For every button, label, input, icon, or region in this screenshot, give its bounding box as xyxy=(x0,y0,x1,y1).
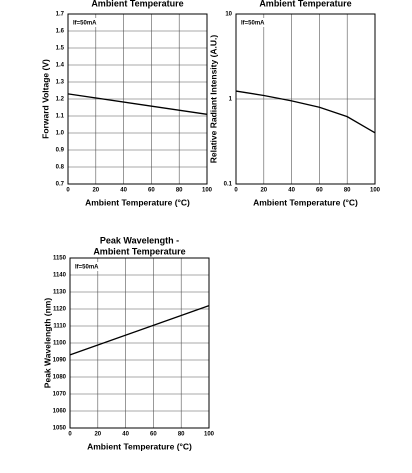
y-tick-label: 1.6 xyxy=(56,29,65,35)
y-tick-label: 1.2 xyxy=(56,97,65,103)
chart-title: Ambient Temperature xyxy=(91,0,183,8)
x-tick-label: 80 xyxy=(178,432,185,438)
annotation-bg xyxy=(71,18,101,27)
y-axis-label: Relative Radiant Intensity (A.U.) xyxy=(208,35,218,164)
x-tick-label: 40 xyxy=(120,188,127,194)
x-tick-label: 100 xyxy=(202,188,213,194)
y-tick-label: 10 xyxy=(225,12,232,18)
x-axis-label: Ambient Temperature (°C) xyxy=(253,197,358,207)
y-tick-label: 1130 xyxy=(53,290,67,296)
x-tick-label: 40 xyxy=(122,432,129,438)
data-line xyxy=(67,93,208,115)
y-tick-label: 0.8 xyxy=(56,165,65,171)
data-line xyxy=(69,304,210,356)
annotation-bg xyxy=(73,262,103,271)
x-tick-label: 0 xyxy=(234,188,238,194)
y-tick-label: 1.0 xyxy=(56,131,65,137)
plot-frame xyxy=(235,13,376,185)
y-tick-label: 1070 xyxy=(53,392,67,398)
x-tick-label: 60 xyxy=(316,188,323,194)
y-tick-label: 1080 xyxy=(53,375,67,381)
y-tick-label: 1120 xyxy=(53,307,67,313)
annotation: If=50mA xyxy=(75,265,99,271)
y-tick-label: 1060 xyxy=(53,409,67,415)
x-axis-label: Ambient Temperature (°C) xyxy=(87,441,192,451)
annotation: If=50mA xyxy=(241,21,265,27)
y-tick-label: 1.1 xyxy=(56,114,65,120)
x-tick-label: 60 xyxy=(150,432,157,438)
chart-title: Ambient Temperature xyxy=(259,0,351,8)
y-tick-label: 1.3 xyxy=(56,80,65,86)
y-tick-label: 1.7 xyxy=(56,12,65,18)
y-tick-label: 1100 xyxy=(53,341,67,347)
y-tick-label: 1090 xyxy=(53,358,67,364)
x-tick-label: 0 xyxy=(68,432,72,438)
x-tick-label: 80 xyxy=(176,188,183,194)
y-tick-label: 0.9 xyxy=(56,148,65,154)
y-tick-label: 1150 xyxy=(53,256,67,262)
y-tick-label: 1.4 xyxy=(56,63,65,69)
y-axis-label: Forward Voltage (V) xyxy=(40,59,50,139)
y-axis-label: Peak Wavelength (nm) xyxy=(42,298,52,389)
x-tick-label: 20 xyxy=(94,432,101,438)
annotation: If=50mA xyxy=(73,21,97,27)
y-tick-label: 1050 xyxy=(53,426,67,432)
chart-title: Peak Wavelength - xyxy=(100,235,179,245)
x-axis-label: Ambient Temperature (°C) xyxy=(85,197,190,207)
y-tick-label: 1110 xyxy=(53,324,66,330)
x-tick-label: 20 xyxy=(260,188,267,194)
chart-title: Ambient Temperature xyxy=(93,246,185,256)
y-tick-label: 0.1 xyxy=(224,182,233,188)
y-tick-label: 1 xyxy=(229,97,233,103)
y-tick-label: 0.7 xyxy=(56,182,65,188)
x-tick-label: 0 xyxy=(66,188,70,194)
x-tick-label: 40 xyxy=(288,188,295,194)
x-tick-label: 100 xyxy=(370,188,381,194)
x-tick-label: 60 xyxy=(148,188,155,194)
x-tick-label: 80 xyxy=(344,188,351,194)
data-line xyxy=(235,90,376,134)
x-tick-label: 100 xyxy=(204,432,215,438)
x-tick-label: 20 xyxy=(92,188,99,194)
y-tick-label: 1140 xyxy=(53,273,67,279)
plot-frame xyxy=(67,13,208,185)
plot-frame xyxy=(69,257,210,429)
y-tick-label: 1.5 xyxy=(56,46,65,52)
annotation-bg xyxy=(239,18,269,27)
